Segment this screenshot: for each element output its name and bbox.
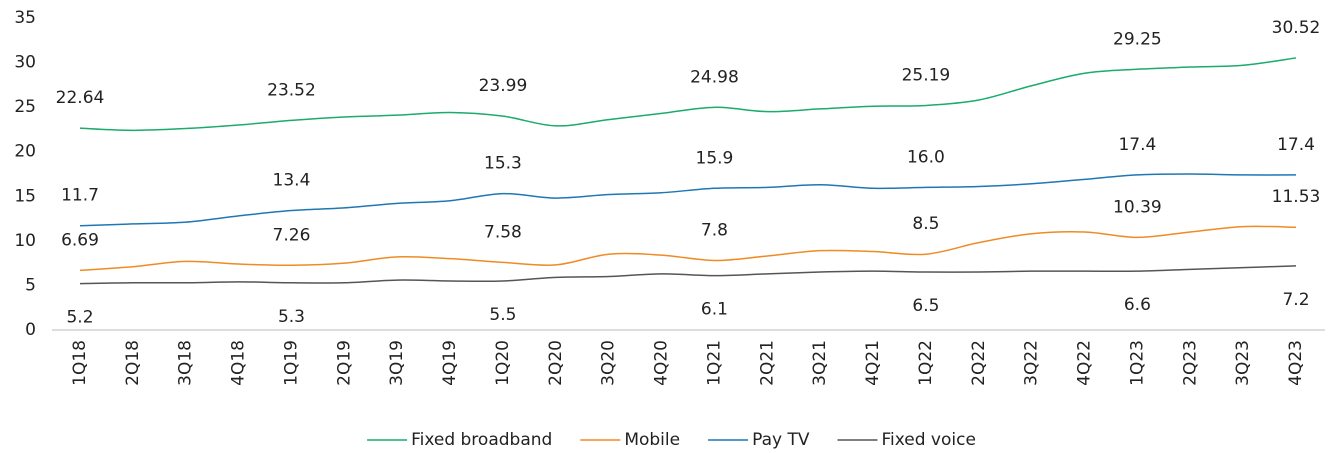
x-tick-label: 3Q22: [1022, 340, 1042, 386]
x-tick-label: 2Q22: [969, 340, 989, 386]
x-tick-label: 1Q21: [704, 340, 724, 386]
y-tick-label: 5: [25, 275, 36, 295]
x-tick-label: 1Q19: [281, 340, 301, 386]
x-tick-label: 2Q19: [334, 340, 354, 386]
data-label: 8.5: [912, 214, 939, 234]
y-tick-label: 20: [14, 142, 36, 162]
data-label: 5.5: [489, 305, 516, 325]
data-label: 30.52: [1272, 18, 1321, 38]
data-label: 7.58: [484, 222, 522, 242]
data-label: 11.53: [1272, 187, 1321, 207]
data-label: 6.6: [1124, 295, 1151, 315]
data-label: 22.64: [56, 88, 105, 108]
data-label: 17.4: [1118, 135, 1156, 155]
data-label: 7.2: [1282, 290, 1309, 310]
data-label: 29.25: [1113, 29, 1162, 49]
data-label: 15.3: [484, 154, 522, 174]
data-label: 6.5: [912, 296, 939, 316]
x-tick-label: 4Q22: [1075, 340, 1095, 386]
series-line: [79, 265, 1297, 285]
data-label: 24.98: [690, 67, 739, 87]
x-tick-label: 1Q22: [916, 340, 936, 386]
x-tick-label: 4Q21: [863, 340, 883, 386]
y-tick-label: 15: [14, 186, 36, 206]
x-tick-label: 4Q20: [652, 340, 672, 386]
data-label: 6.69: [61, 230, 99, 250]
data-label: 10.39: [1113, 197, 1162, 217]
series-line: [79, 173, 1297, 227]
x-tick-label: 3Q20: [599, 340, 619, 386]
x-tick-label: 3Q18: [176, 340, 196, 386]
x-tick-label: 3Q21: [810, 340, 830, 386]
data-label: 17.4: [1277, 135, 1315, 155]
y-tick-label: 35: [14, 8, 36, 28]
data-label: 23.99: [479, 76, 528, 96]
x-tick-label: 3Q19: [387, 340, 407, 386]
x-tick-label: 4Q19: [440, 340, 460, 386]
y-tick-label: 10: [14, 231, 36, 251]
legend-label: Pay TV: [752, 430, 810, 450]
x-tick-label: 1Q20: [493, 340, 513, 386]
data-label: 7.8: [701, 220, 728, 240]
data-label: 13.4: [273, 171, 311, 191]
data-label: 11.7: [61, 186, 99, 206]
data-label: 23.52: [267, 80, 316, 100]
x-tick-label: 2Q18: [123, 340, 143, 386]
x-tick-label: 2Q21: [757, 340, 777, 386]
data-label: 25.19: [902, 65, 951, 85]
x-tick-label: 2Q20: [546, 340, 566, 386]
x-tick-label: 4Q18: [229, 340, 249, 386]
data-label: 16.0: [907, 147, 945, 167]
x-tick-label: 2Q23: [1180, 340, 1200, 386]
y-tick-label: 30: [14, 53, 36, 73]
series-line: [79, 57, 1297, 132]
y-tick-label: 0: [25, 320, 36, 340]
x-tick-label: 3Q23: [1233, 340, 1253, 386]
data-label: 5.3: [278, 307, 305, 327]
x-tick-label: 1Q18: [70, 340, 90, 386]
series-line: [79, 225, 1297, 272]
y-tick-label: 25: [14, 97, 36, 117]
data-label: 6.1: [701, 300, 728, 320]
x-tick-label: 1Q23: [1127, 340, 1147, 386]
data-label: 15.9: [696, 148, 734, 168]
legend-label: Mobile: [624, 430, 680, 450]
legend-label: Fixed voice: [881, 430, 975, 450]
data-label: 7.26: [273, 225, 311, 245]
x-tick-label: 4Q23: [1286, 340, 1306, 386]
data-label: 5.2: [66, 308, 93, 328]
legend-label: Fixed broadband: [411, 430, 552, 450]
